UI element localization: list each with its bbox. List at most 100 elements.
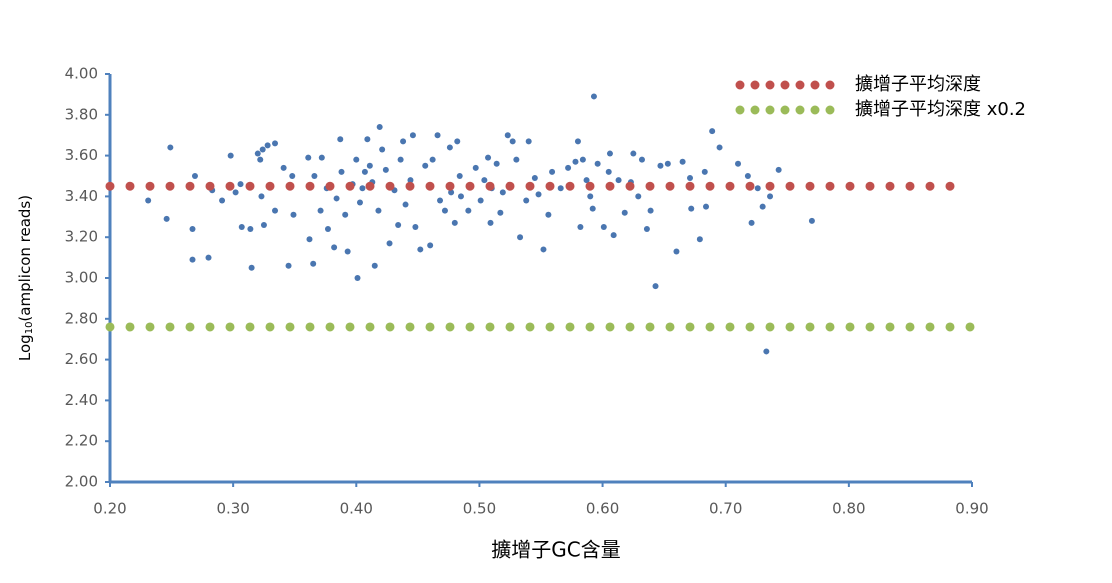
point — [422, 162, 429, 169]
point — [531, 175, 538, 182]
point — [264, 142, 271, 149]
point — [647, 207, 654, 214]
point — [606, 150, 613, 157]
point — [513, 156, 520, 163]
y-tick-label: 3.80 — [65, 105, 98, 123]
point — [397, 156, 404, 163]
point — [191, 173, 198, 179]
point — [305, 154, 312, 161]
point — [504, 132, 511, 139]
point — [716, 144, 723, 151]
y-tick-label: 2.20 — [65, 432, 98, 450]
point — [572, 158, 579, 165]
point — [376, 124, 383, 131]
point — [535, 191, 542, 198]
legend-label: 擴增子平均深度 x0.2 — [855, 99, 1026, 120]
point — [775, 166, 782, 173]
point — [525, 138, 532, 145]
point — [285, 262, 292, 269]
point — [594, 160, 601, 167]
y-tick-label: 3.20 — [65, 228, 98, 246]
point — [497, 209, 504, 216]
point — [643, 226, 650, 233]
y-tick-label: 3.00 — [65, 269, 98, 287]
point — [472, 164, 479, 171]
y-tick-label: 2.80 — [65, 309, 98, 327]
point — [509, 138, 516, 145]
point — [331, 244, 338, 251]
point — [465, 207, 472, 214]
point — [565, 164, 572, 171]
point — [679, 158, 686, 165]
point — [687, 175, 694, 182]
point — [499, 189, 506, 196]
y-title-part: (amplicon reads) — [16, 195, 34, 322]
point — [549, 168, 556, 175]
point — [280, 164, 287, 171]
y-tick-label: 4.00 — [65, 65, 98, 83]
point — [311, 173, 318, 179]
point — [167, 144, 174, 151]
point — [748, 219, 755, 226]
point — [456, 173, 463, 179]
point — [354, 275, 361, 281]
point — [517, 234, 524, 241]
point — [247, 226, 254, 233]
x-tick-label: 0.20 — [93, 500, 126, 518]
point — [366, 162, 373, 169]
point — [237, 181, 244, 188]
y-tick-label: 2.40 — [65, 391, 98, 409]
point — [386, 240, 393, 247]
y-axis-title: Log10(amplicon reads) — [16, 195, 36, 361]
point — [735, 160, 742, 167]
point — [306, 236, 313, 243]
y-tick-label: 2.60 — [65, 350, 98, 368]
point — [248, 264, 255, 271]
point — [621, 209, 628, 216]
point — [657, 162, 664, 169]
y-tick-label: 3.60 — [65, 146, 98, 164]
point — [338, 168, 345, 175]
point — [635, 193, 642, 200]
point — [763, 348, 770, 355]
point — [448, 189, 455, 196]
point — [434, 132, 441, 139]
point — [412, 224, 419, 230]
point — [429, 156, 436, 163]
point — [441, 207, 448, 214]
point — [400, 138, 407, 145]
point — [324, 226, 331, 233]
point — [493, 160, 500, 167]
point — [353, 156, 360, 163]
point — [457, 193, 464, 200]
point — [395, 221, 402, 228]
y-tick-label: 3.40 — [65, 187, 98, 205]
point — [232, 189, 239, 196]
point — [254, 150, 261, 157]
point — [579, 156, 586, 163]
point — [485, 154, 492, 161]
point — [189, 256, 196, 263]
y-title-part: Log — [16, 334, 34, 361]
point — [364, 136, 371, 143]
x-tick-label: 0.90 — [955, 500, 988, 518]
point — [437, 197, 444, 204]
point — [589, 205, 596, 212]
point — [709, 128, 716, 135]
point — [272, 140, 279, 147]
point — [379, 146, 386, 153]
point — [317, 207, 324, 214]
point — [477, 197, 484, 204]
legend-label: 擴增子平均深度 — [855, 74, 981, 95]
point — [189, 226, 196, 233]
point — [574, 138, 581, 145]
x-tick-label: 0.50 — [463, 500, 496, 518]
point — [600, 224, 607, 230]
point — [701, 168, 708, 175]
point — [744, 173, 751, 179]
point — [808, 217, 815, 224]
point — [337, 136, 344, 143]
point — [333, 195, 340, 202]
point — [610, 232, 617, 239]
point — [703, 203, 710, 210]
